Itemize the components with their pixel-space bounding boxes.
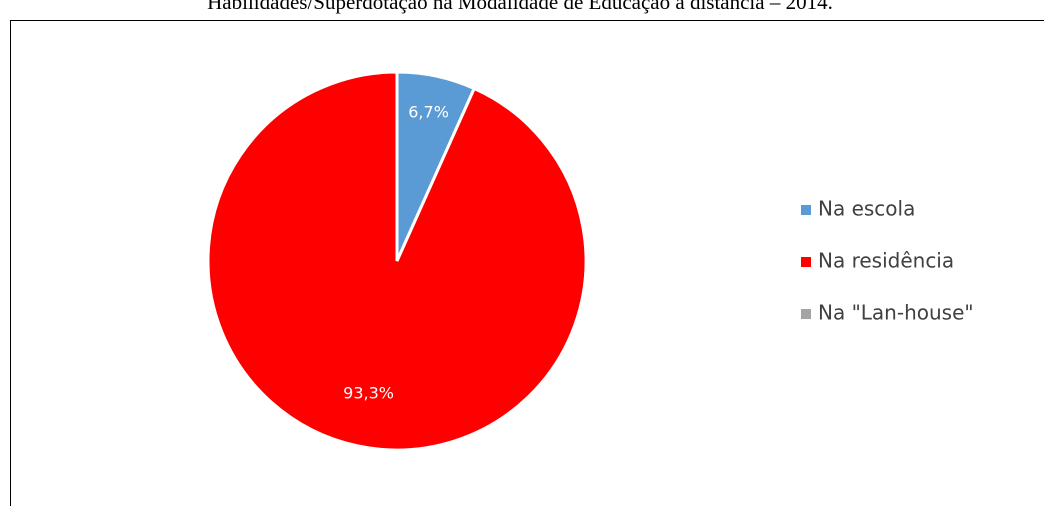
pie-slice [206, 70, 588, 452]
legend-label: Na "Lan-house" [818, 301, 974, 325]
data-label: 93,3% [343, 384, 394, 403]
legend-swatch [801, 309, 811, 319]
legend-swatch [801, 257, 811, 267]
chart-border [10, 20, 1044, 506]
data-label: 6,7% [408, 103, 449, 122]
legend-swatch [801, 205, 811, 215]
legend-label: Na escola [818, 197, 915, 221]
legend-label: Na residência [818, 249, 954, 273]
chart-title: Habilidades/Superdotação na Modalidade d… [207, 0, 833, 14]
